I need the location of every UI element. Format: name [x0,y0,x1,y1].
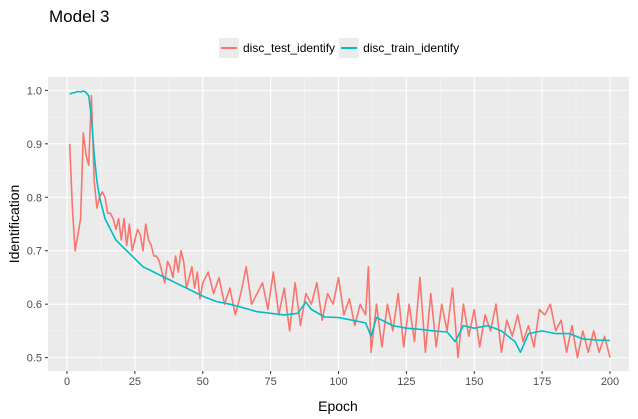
legend: disc_test_identify disc_train_identify [219,38,463,58]
x-axis: 0 25 50 75 100 125 150 175 200 [64,371,619,388]
x-tick-label: 0 [64,376,70,388]
grid [48,77,629,371]
y-tick-label: 0.8 [27,192,42,204]
y-tick-label: 0.9 [27,139,42,151]
y-tick-label: 0.7 [27,246,42,258]
legend-key-test [219,38,239,58]
x-tick-label: 200 [601,376,619,388]
y-tick-label: 1.0 [27,85,42,97]
x-tick-label: 150 [465,376,483,388]
legend-label-test: disc_test_identify [243,41,336,55]
series-lines [68,90,611,359]
x-tick-label: 100 [329,376,347,388]
y-axis-title: Identification [6,185,22,264]
x-tick-label: 25 [129,376,141,388]
y-tick-label: 0.6 [27,299,42,311]
x-tick-label: 125 [397,376,415,388]
x-tick-label: 50 [197,376,209,388]
x-axis-title: Epoch [318,398,358,414]
series-line-test [68,94,611,359]
chart-title: Model 3 [49,7,110,26]
series-line-train [69,90,611,354]
y-tick-label: 0.5 [27,353,42,365]
x-tick-label: 75 [265,376,277,388]
legend-label-train: disc_train_identify [363,41,460,55]
x-tick-label: 175 [533,376,551,388]
legend-item-test: disc_test_identify [219,38,335,58]
legend-key-train [339,38,360,58]
legend-item-train: disc_train_identify [339,38,459,58]
y-axis: 0.5 0.6 0.7 0.8 0.9 1.0 [27,85,48,365]
